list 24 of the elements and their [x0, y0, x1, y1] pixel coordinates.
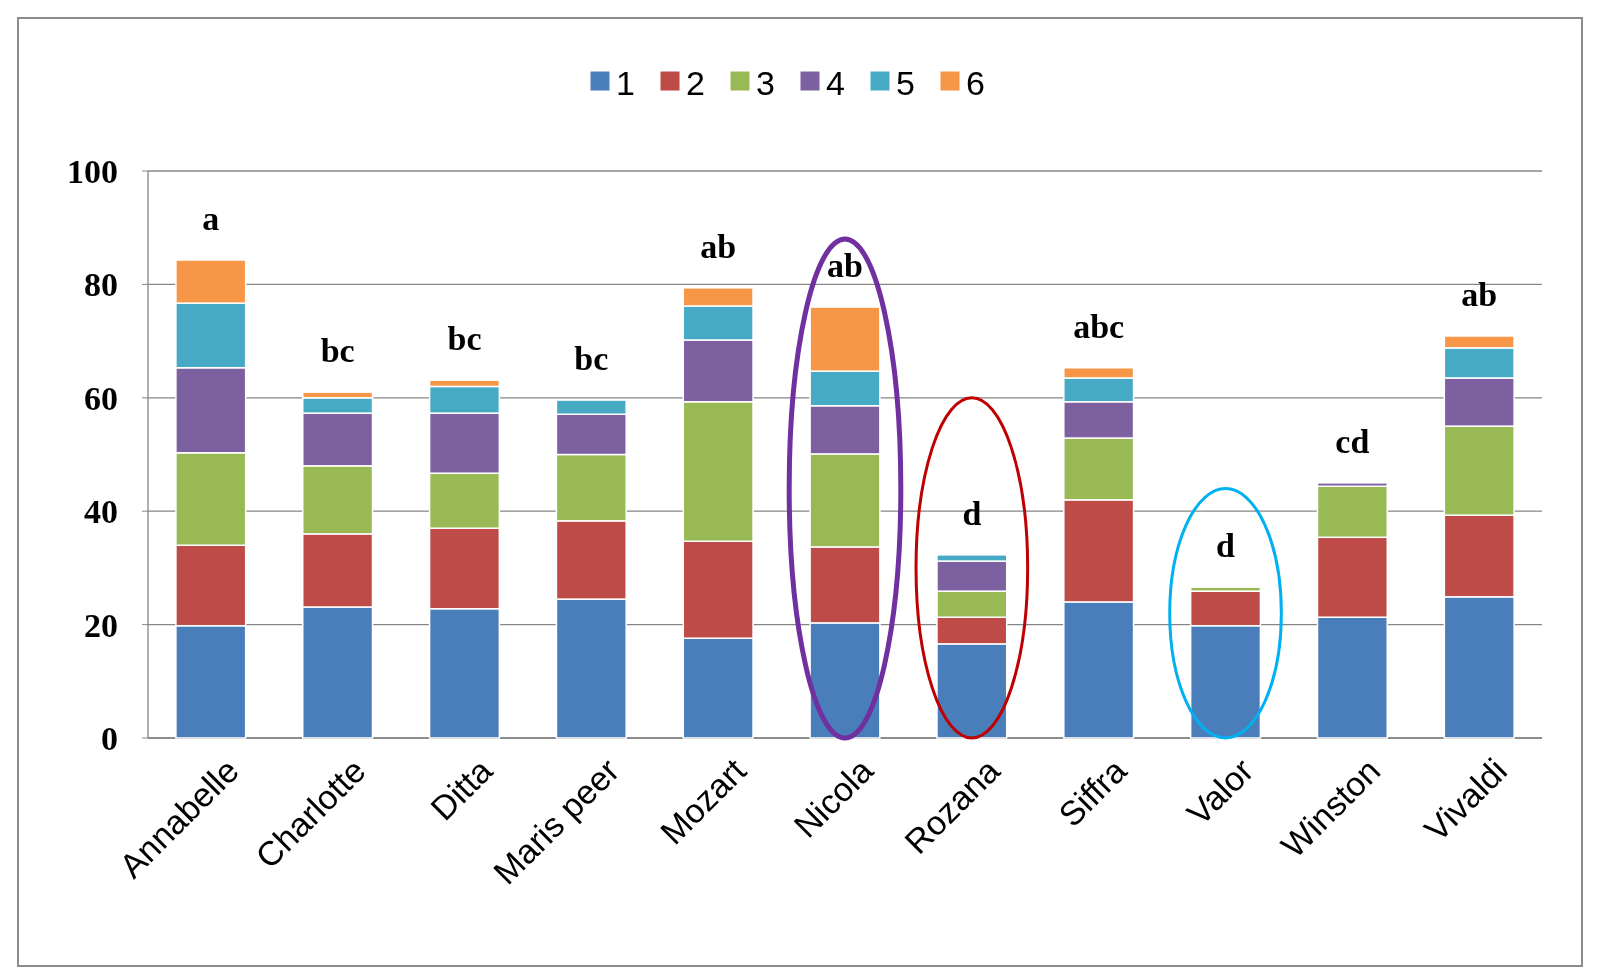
annotation: cd	[1335, 422, 1370, 460]
legend-label: 2	[686, 63, 705, 102]
annotation: bc	[447, 320, 482, 358]
annotation: d	[1216, 527, 1236, 565]
y-tick-label: 20	[84, 606, 118, 644]
y-tick-label: 60	[84, 379, 118, 417]
y-tick-label: 0	[101, 719, 118, 757]
annotation: bc	[574, 340, 609, 378]
x-tick-label: Ditta	[423, 751, 500, 828]
legend-label: 1	[616, 63, 635, 102]
annotation: d	[962, 494, 982, 532]
annotation: a	[202, 200, 220, 238]
legend-label: 5	[896, 63, 915, 102]
legend-label: 3	[756, 63, 775, 102]
legend-label: 4	[826, 63, 845, 102]
annotation: ab	[1461, 276, 1498, 313]
annotation: bc	[320, 332, 355, 370]
annotation: abc	[1073, 307, 1125, 345]
y-tick-label: 100	[67, 152, 118, 190]
annotation: ab	[700, 227, 737, 265]
annotation: ab	[827, 247, 863, 285]
y-tick-label: 40	[84, 493, 118, 531]
legend-label: 6	[966, 63, 985, 102]
y-tick-label: 80	[84, 266, 118, 304]
